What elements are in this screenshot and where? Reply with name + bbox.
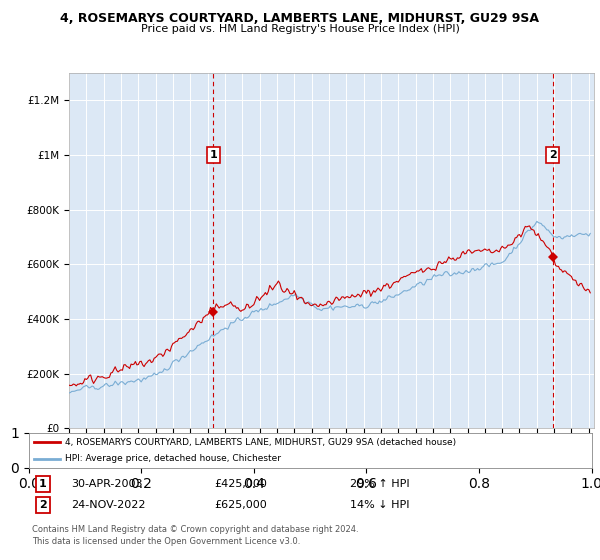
- Text: HPI: Average price, detached house, Chichester: HPI: Average price, detached house, Chic…: [65, 454, 281, 464]
- Text: 30-APR-2003: 30-APR-2003: [71, 479, 143, 489]
- Text: £425,000: £425,000: [215, 479, 268, 489]
- Text: 14% ↓ HPI: 14% ↓ HPI: [350, 500, 409, 510]
- Text: 1: 1: [209, 150, 217, 160]
- Text: 4, ROSEMARYS COURTYARD, LAMBERTS LANE, MIDHURST, GU29 9SA (detached house): 4, ROSEMARYS COURTYARD, LAMBERTS LANE, M…: [65, 438, 457, 447]
- Text: £625,000: £625,000: [215, 500, 267, 510]
- Text: This data is licensed under the Open Government Licence v3.0.: This data is licensed under the Open Gov…: [32, 537, 300, 546]
- Text: 1: 1: [39, 479, 47, 489]
- Text: 24-NOV-2022: 24-NOV-2022: [71, 500, 146, 510]
- Text: 2: 2: [549, 150, 557, 160]
- Text: 4, ROSEMARYS COURTYARD, LAMBERTS LANE, MIDHURST, GU29 9SA: 4, ROSEMARYS COURTYARD, LAMBERTS LANE, M…: [61, 12, 539, 25]
- Text: 29% ↑ HPI: 29% ↑ HPI: [350, 479, 409, 489]
- Text: 2: 2: [39, 500, 47, 510]
- Text: Price paid vs. HM Land Registry's House Price Index (HPI): Price paid vs. HM Land Registry's House …: [140, 24, 460, 34]
- Text: Contains HM Land Registry data © Crown copyright and database right 2024.: Contains HM Land Registry data © Crown c…: [32, 525, 358, 534]
